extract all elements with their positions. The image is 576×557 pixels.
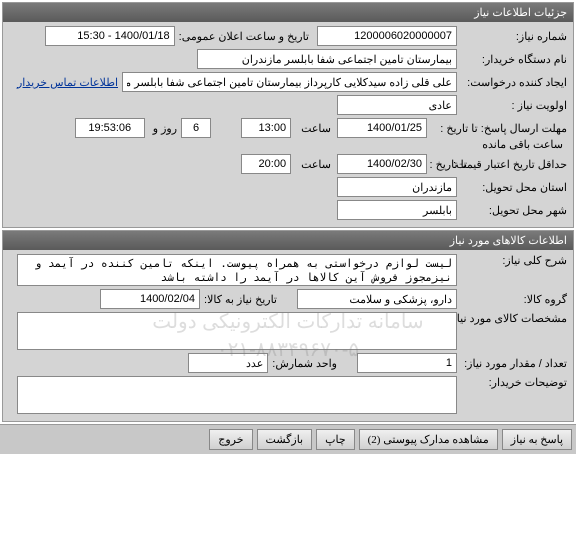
priority-field[interactable]	[337, 95, 457, 115]
respond-button[interactable]: پاسخ به نیاز	[502, 429, 572, 450]
validity-label: حداقل تاریخ اعتبار قیمت:	[467, 158, 567, 171]
need-no-label: شماره نیاز:	[457, 30, 567, 43]
time-label-1: ساعت	[297, 122, 331, 135]
attachments-button[interactable]: مشاهده مدارک پیوستی (2)	[359, 429, 498, 450]
group-field[interactable]	[297, 289, 457, 309]
exit-button[interactable]: خروج	[209, 429, 252, 450]
validity-date-field[interactable]	[337, 154, 427, 174]
city-field[interactable]	[337, 200, 457, 220]
creator-field[interactable]	[122, 72, 457, 92]
need-no-field[interactable]	[317, 26, 457, 46]
qty-label: تعداد / مقدار مورد نیاز:	[457, 357, 567, 370]
priority-label: اولویت نیاز :	[457, 99, 567, 112]
spec-field[interactable]	[17, 312, 457, 350]
back-button[interactable]: بازگشت	[257, 429, 313, 450]
deadline-date-field[interactable]	[337, 118, 427, 138]
province-field[interactable]	[337, 177, 457, 197]
panel1-header: جزئیات اطلاعات نیاز	[3, 3, 573, 22]
panel2-header: اطلاعات کالاهای مورد نیاز	[3, 231, 573, 250]
creator-label: ایجاد کننده درخواست:	[457, 76, 567, 89]
panel1-body: شماره نیاز: تاریخ و ساعت اعلان عمومی: نا…	[3, 22, 573, 227]
unit-label: واحد شمارش:	[268, 357, 337, 370]
announce-label: تاریخ و ساعت اعلان عمومی:	[175, 30, 309, 43]
qty-field[interactable]	[357, 353, 457, 373]
need-date-field[interactable]	[100, 289, 200, 309]
need-info-panel: جزئیات اطلاعات نیاز شماره نیاز: تاریخ و …	[2, 2, 574, 228]
goods-info-panel: اطلاعات کالاهای مورد نیاز سامانه تدارکات…	[2, 230, 574, 422]
button-bar: پاسخ به نیاز مشاهده مدارک پیوستی (2) چاپ…	[0, 424, 576, 454]
remain-label: ساعت باقی مانده	[478, 138, 563, 151]
buyer-field[interactable]	[197, 49, 457, 69]
validity-until-label: تا تاریخ :	[427, 158, 467, 171]
notes-field[interactable]	[17, 376, 457, 414]
deadline-label: مهلت ارسال پاسخ: تا تاریخ :	[427, 122, 567, 135]
unit-field[interactable]	[188, 353, 268, 373]
deadline-time-field[interactable]	[241, 118, 291, 138]
contact-link[interactable]: اطلاعات تماس خریدار	[17, 76, 118, 89]
print-button[interactable]: چاپ	[316, 429, 355, 450]
desc-label: شرح کلی نیاز:	[457, 254, 567, 267]
spec-label: مشخصات کالای مورد نیاز:	[457, 312, 567, 325]
announce-field[interactable]	[45, 26, 175, 46]
time-label-2: ساعت	[297, 158, 331, 171]
days-label: روز و	[149, 122, 177, 135]
days-remain-field[interactable]	[181, 118, 211, 138]
province-label: استان محل تحویل:	[457, 181, 567, 194]
desc-field[interactable]	[17, 254, 457, 286]
buyer-label: نام دستگاه خریدار:	[457, 53, 567, 66]
panel2-body: سامانه تدارکات الکترونیکی دولت ۰۲۱-۸۸۳۴۹…	[3, 250, 573, 421]
notes-label: توضیحات خریدار:	[457, 376, 567, 389]
need-date-label: تاریخ نیاز به کالا:	[200, 293, 277, 306]
validity-time-field[interactable]	[241, 154, 291, 174]
group-label: گروه کالا:	[457, 293, 567, 306]
city-label: شهر محل تحویل:	[457, 204, 567, 217]
countdown-field[interactable]	[75, 118, 145, 138]
